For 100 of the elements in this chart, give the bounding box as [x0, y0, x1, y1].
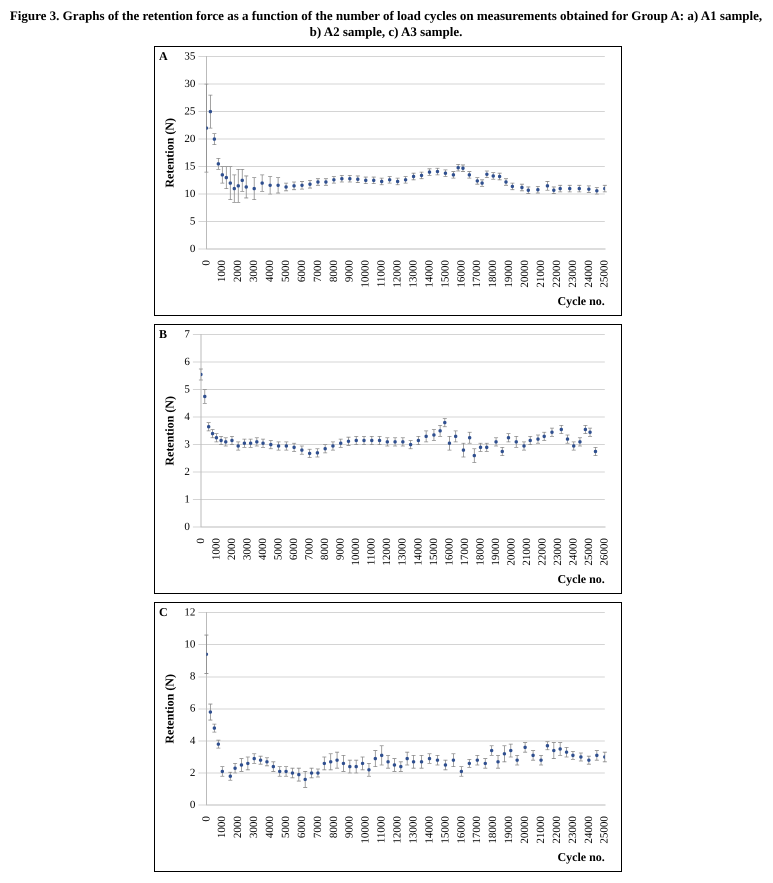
x-tick-label: 0 [200, 260, 212, 266]
x-tick-label: 6000 [295, 816, 308, 838]
y-tick-label: 7 [184, 328, 190, 340]
y-tick-label: 12 [184, 606, 195, 618]
x-axis-title: Cycle no. [556, 850, 604, 864]
x-tick-label: 3000 [248, 816, 260, 838]
x-tick-label: 10000 [359, 260, 372, 288]
x-tick-label: 10000 [350, 538, 362, 566]
x-tick-label: 17000 [470, 816, 483, 844]
x-tick-label: 23000 [552, 538, 564, 566]
y-tick-label: 4 [184, 410, 190, 423]
x-tick-label: 18000 [474, 538, 486, 566]
x-tick-label: 14000 [422, 260, 435, 288]
y-tick-label: 4 [189, 734, 196, 747]
y-tick-label: 20 [184, 132, 196, 145]
x-tick-label: 6000 [295, 260, 308, 282]
x-tick-label: 26000 [598, 538, 610, 566]
x-tick-label: 8000 [327, 260, 340, 282]
x-tick-label: 25000 [582, 538, 595, 566]
x-axis-title: Cycle no. [556, 294, 604, 308]
y-axis-title: Retention (N) [162, 118, 176, 188]
y-tick-label: 2 [189, 766, 195, 779]
x-tick-label: 0 [200, 816, 212, 822]
y-tick-label: 5 [184, 383, 190, 396]
x-tick-label: 7000 [303, 538, 316, 560]
x-tick-label: 4000 [256, 538, 268, 560]
y-axis-title: Retention (N) [162, 674, 176, 744]
x-tick-label: 24000 [582, 260, 594, 288]
x-tick-label: 2000 [232, 260, 244, 282]
x-tick-label: 11000 [365, 538, 378, 566]
x-tick-label: 9000 [334, 538, 346, 560]
x-tick-label: 15000 [438, 260, 451, 288]
y-tick-label: 2 [184, 466, 190, 478]
x-tick-label: 16000 [454, 816, 467, 844]
x-tick-label: 18000 [486, 260, 499, 288]
y-tick-label: 25 [184, 105, 196, 118]
x-tick-label: 2000 [225, 538, 238, 560]
x-tick-label: 1000 [216, 260, 228, 282]
y-tick-label: 6 [189, 702, 196, 715]
y-tick-label: 15 [184, 160, 196, 172]
x-tick-label: 14000 [422, 816, 435, 844]
y-axis-title: Retention (N) [162, 396, 176, 466]
y-tick-label: 1 [184, 493, 190, 506]
x-tick-label: 22000 [550, 816, 562, 844]
x-tick-label: 16000 [442, 538, 455, 566]
x-tick-label: 4000 [264, 816, 276, 838]
x-tick-label: 6000 [288, 538, 300, 560]
x-tick-label: 1000 [210, 538, 222, 560]
y-tick-label: 8 [189, 670, 196, 683]
x-tick-label: 25000 [598, 260, 610, 288]
y-tick-label: 10 [184, 188, 196, 200]
x-tick-label: 13000 [396, 538, 408, 566]
x-tick-label: 2000 [232, 816, 244, 838]
x-tick-label: 5000 [272, 538, 284, 560]
y-tick-label: 6 [184, 356, 190, 368]
text: A [158, 49, 168, 64]
y-tick-label: 0 [189, 242, 196, 255]
x-tick-label: 13000 [406, 260, 419, 288]
x-tick-label: 21000 [520, 538, 533, 566]
x-tick-label: 12000 [391, 260, 404, 288]
x-tick-label: 9000 [343, 816, 356, 838]
x-tick-label: 24000 [582, 816, 594, 844]
x-tick-label: 20000 [518, 260, 531, 288]
x-tick-label: 13000 [406, 816, 419, 844]
x-tick-label: 19000 [502, 816, 515, 844]
x-tick-label: 4000 [264, 260, 276, 282]
y-tick-label: 35 [184, 50, 196, 62]
x-tick-label: 9000 [343, 260, 356, 282]
y-tick-label: 0 [184, 520, 190, 533]
x-tick-label: 20000 [504, 538, 517, 566]
text: B [158, 327, 167, 342]
x-tick-label: 19000 [489, 538, 502, 566]
x-tick-label: 25000 [598, 816, 610, 844]
x-tick-label: 16000 [454, 260, 467, 288]
x-tick-label: 10000 [359, 816, 372, 844]
text: C [158, 605, 168, 620]
y-tick-label: 0 [189, 798, 196, 811]
x-tick-label: 11000 [375, 816, 388, 844]
x-tick-label: 15000 [427, 538, 440, 566]
x-tick-label: 22000 [550, 260, 562, 288]
x-tick-label: 18000 [486, 816, 499, 844]
y-tick-label: 30 [184, 78, 196, 90]
x-tick-label: 21000 [534, 816, 546, 844]
x-tick-label: 12000 [380, 538, 393, 566]
x-tick-label: 5000 [279, 260, 292, 282]
x-tick-label: 7000 [311, 260, 324, 282]
x-tick-label: 8000 [318, 538, 331, 560]
x-tick-label: 14000 [412, 538, 424, 566]
x-tick-label: 3000 [240, 538, 253, 560]
x-tick-label: 23000 [566, 816, 578, 844]
x-tick-label: 22000 [536, 538, 548, 566]
x-tick-label: 7000 [311, 816, 324, 838]
x-tick-label: 19000 [502, 260, 515, 288]
x-tick-label: 11000 [375, 260, 388, 288]
x-tick-label: 8000 [327, 816, 340, 838]
x-tick-label: 23000 [566, 260, 578, 288]
x-tick-label: 5000 [279, 816, 292, 838]
y-tick-label: 5 [189, 215, 196, 228]
x-tick-label: 24000 [567, 538, 580, 566]
x-tick-label: 1000 [216, 816, 228, 838]
